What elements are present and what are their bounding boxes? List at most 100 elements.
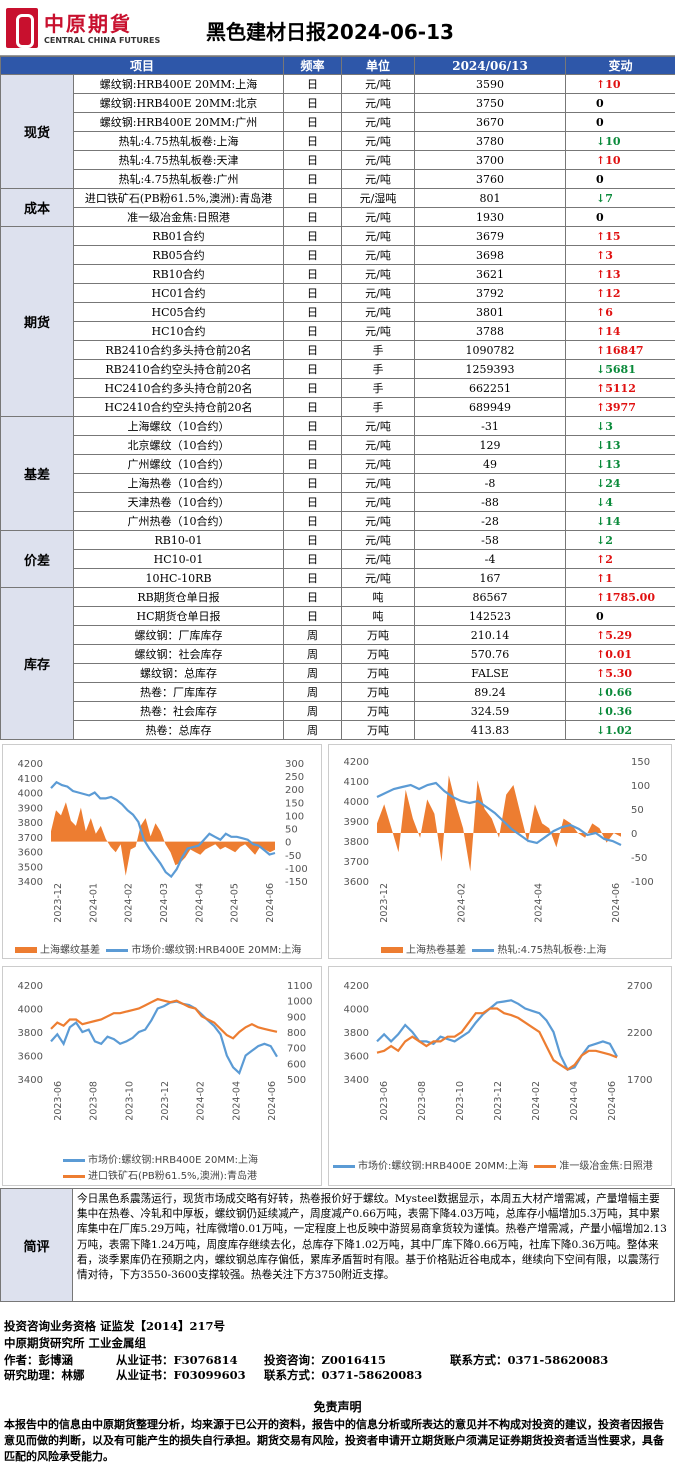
change-cell: ↓2 <box>565 530 675 550</box>
table-row: RB10合约日元/吨 3621 ↑13 <box>1 264 675 284</box>
logo-name-cn: 中原期貨 <box>44 12 132 36</box>
change-value: 0 <box>596 172 604 186</box>
chart-sh-hrc-basis: 4200 4100 4000 3900 3800 3700 3600 150 100 50 0 -50… <box>328 744 672 959</box>
arrow-up-icon: ↑ <box>596 647 606 661</box>
table-row: 天津热卷（10合约）日元/吨 -88 ↓4 <box>1 492 675 512</box>
table-row: HC10合约日元/吨 3788 ↑14 <box>1 321 675 341</box>
unit-cell: 万吨 <box>341 644 416 664</box>
unit-cell: 手 <box>341 340 416 360</box>
change-cell: ↑6 <box>565 302 675 322</box>
change-value: 2 <box>605 533 613 547</box>
x-tick-label: 2023-06 <box>53 1081 64 1121</box>
value-cell: 49 <box>414 454 567 474</box>
right-tick-label: 200 <box>285 785 304 796</box>
commentary-box: 简评 今日黑色系震荡运行，现货市场成交略有好转，热卷报价好于螺纹。Mysteel… <box>0 1188 675 1302</box>
freq-cell: 日 <box>283 397 343 417</box>
change-cell: ↑14 <box>565 321 675 341</box>
value-cell: 210.14 <box>414 625 567 645</box>
item-cell: RB期货仓单日报 <box>72 587 285 607</box>
freq-cell: 日 <box>283 549 343 569</box>
item-cell: HC10-01 <box>72 549 285 569</box>
freq-cell: 周 <box>283 720 343 740</box>
right-tick-label: 50 <box>285 825 298 836</box>
value-cell: 3621 <box>414 264 567 284</box>
table-row: HC01合约日元/吨 3792 ↑12 <box>1 283 675 303</box>
change-value: 3 <box>605 419 613 433</box>
change-value: 5.30 <box>605 666 633 680</box>
unit-cell: 手 <box>341 359 416 379</box>
value-cell: 3679 <box>414 226 567 246</box>
freq-cell: 日 <box>283 473 343 493</box>
freq-cell: 日 <box>283 416 343 436</box>
right-tick-label: 2200 <box>627 1028 652 1039</box>
item-cell: 进口铁矿石(PB粉61.5%,澳洲):青岛港 <box>72 188 285 208</box>
change-value: 14 <box>605 324 621 338</box>
item-cell: 螺纹钢:HRB400E 20MM:广州 <box>72 112 285 132</box>
left-tick-label: 4100 <box>344 777 369 788</box>
left-tick-label: 3900 <box>18 803 43 814</box>
right-tick-label: -100 <box>631 877 654 888</box>
value-cell: FALSE <box>414 663 567 683</box>
right-tick-label: 900 <box>287 1012 306 1023</box>
unit-cell: 元/吨 <box>341 150 416 170</box>
left-tick-label: 4100 <box>18 774 43 785</box>
x-tick-label: 2024-02 <box>456 883 467 923</box>
x-tick-label: 2024-04 <box>534 883 545 923</box>
price-line <box>376 1007 618 1071</box>
left-tick-label: 3600 <box>344 877 369 888</box>
arrow-down-icon: ↓ <box>596 438 606 452</box>
freq-cell: 日 <box>283 587 343 607</box>
item-cell: 热卷：厂库库存 <box>72 682 285 702</box>
x-tick-label: 2023-06 <box>379 1081 390 1121</box>
change-value: 13 <box>605 267 621 281</box>
freq-cell: 日 <box>283 188 343 208</box>
legend-label: 市场价:螺纹钢:HRB400E 20MM:上海 <box>358 1161 528 1172</box>
value-cell: 570.76 <box>414 644 567 664</box>
value-cell: 3788 <box>414 321 567 341</box>
x-tick-label: 2024-02 <box>531 1081 542 1121</box>
category-cell: 基差 <box>0 416 74 531</box>
legend-swatch <box>472 948 495 952</box>
change-value: 14 <box>605 514 621 528</box>
change-cell: ↓24 <box>565 473 675 493</box>
value-cell: 324.59 <box>414 701 567 721</box>
category-cell: 库存 <box>0 587 74 740</box>
change-cell: ↑15 <box>565 226 675 246</box>
chart-rebar-vs-ore: 4200 4000 3800 3600 3400 1100 1000 900 800 700 600… <box>2 966 322 1186</box>
item-cell: RB2410合约空头持仓前20名 <box>72 359 285 379</box>
price-line <box>376 781 622 846</box>
value-cell: 89.24 <box>414 682 567 702</box>
value-cell: 3780 <box>414 131 567 151</box>
unit-cell: 元/吨 <box>341 302 416 322</box>
qualification-line: 投资咨询业务资格 证监发【2014】217号 <box>4 1319 226 1333</box>
table-row: HC10-01 日元/吨 -4 ↑2 <box>1 549 675 569</box>
change-value: 3977 <box>605 400 636 414</box>
change-value: 12 <box>605 286 621 300</box>
chart-legend: 进口铁矿石(PB粉61.5%,澳洲):青岛港 <box>63 1167 257 1182</box>
left-tick-label: 4200 <box>344 757 369 768</box>
arrow-down-icon: ↓ <box>596 533 606 547</box>
right-tick-label: 600 <box>287 1059 306 1070</box>
legend-swatch <box>106 948 129 952</box>
x-tick-label: 2023-12 <box>53 883 64 923</box>
legend-label: 市场价:螺纹钢:HRB400E 20MM:上海 <box>88 1155 258 1166</box>
x-tick-label: 2023-08 <box>89 1081 100 1121</box>
freq-cell: 日 <box>283 150 343 170</box>
item-cell: 准一级冶金焦:日照港 <box>72 207 285 227</box>
freq-cell: 日 <box>283 226 343 246</box>
table-row: 螺纹钢：社会库存周万吨 570.76 ↑0.01 <box>1 644 675 664</box>
freq-cell: 日 <box>283 511 343 531</box>
legend-label: 进口铁矿石(PB粉61.5%,澳洲):青岛港 <box>88 1171 258 1182</box>
change-value: 10 <box>605 134 621 148</box>
value-cell: 3670 <box>414 112 567 132</box>
table-row: HC2410合约多头持仓前20名日手 662251 ↑5112 <box>1 378 675 398</box>
value-cell: 3590 <box>414 74 567 94</box>
change-cell: ↑3977 <box>565 397 675 417</box>
institute-line: 中原期货研究所 工业金属组 <box>4 1336 147 1350</box>
chart-legend: 市场价:螺纹钢:HRB400E 20MM:上海 <box>63 1151 258 1166</box>
table-row: 热轧:4.75热轧板卷:广州日元/吨 3760 0 <box>1 169 675 189</box>
unit-cell: 元/吨 <box>341 131 416 151</box>
right-tick-label: -50 <box>631 853 647 864</box>
change-cell: 0 <box>565 606 675 626</box>
table-row: HC05合约日元/吨 3801 ↑6 <box>1 302 675 322</box>
